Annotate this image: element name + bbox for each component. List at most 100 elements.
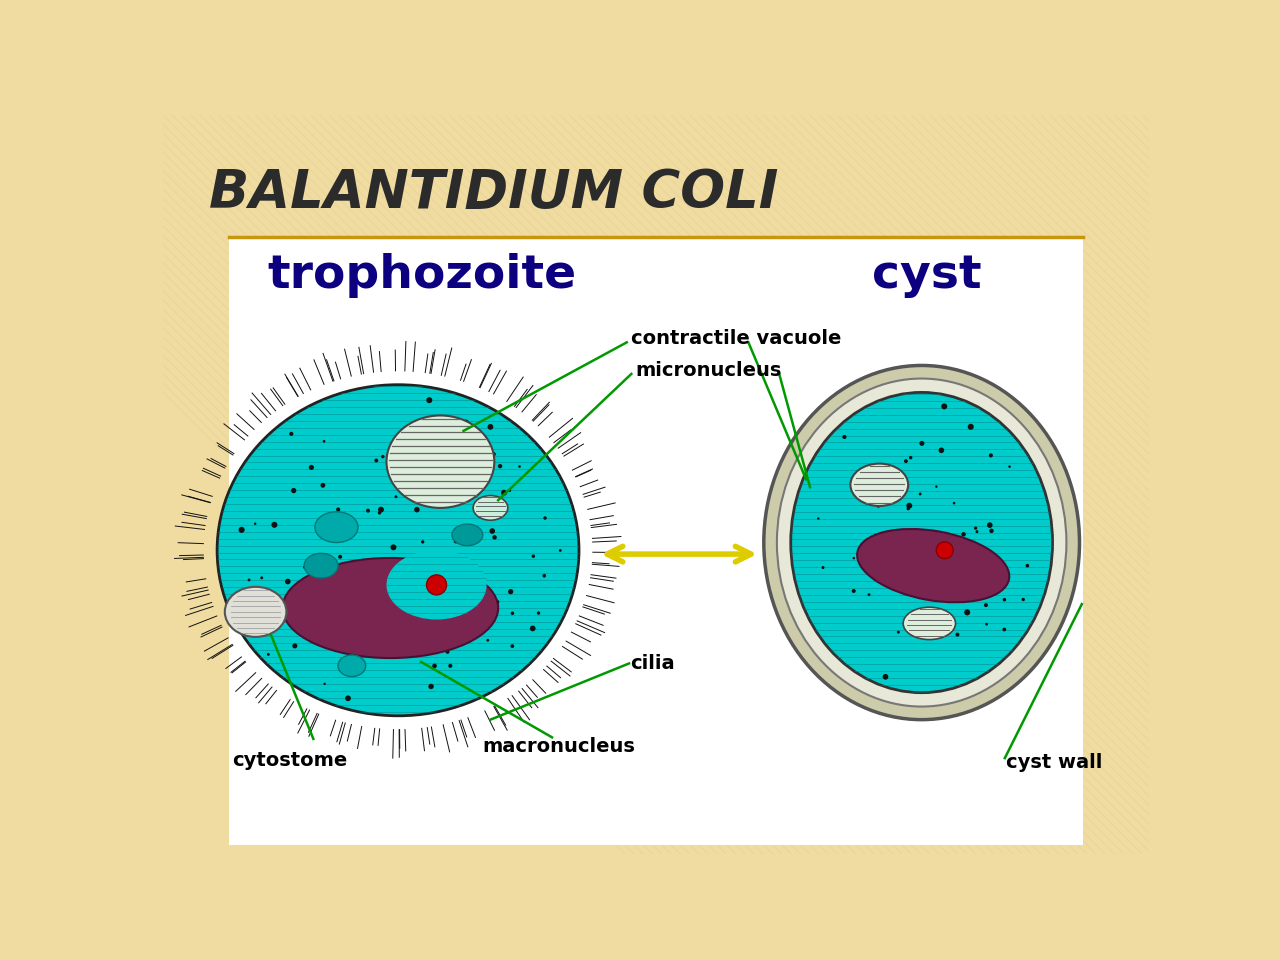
Circle shape xyxy=(919,492,922,495)
Circle shape xyxy=(486,638,489,641)
Circle shape xyxy=(416,591,419,593)
Circle shape xyxy=(489,528,495,534)
Circle shape xyxy=(381,455,384,458)
Circle shape xyxy=(260,576,264,579)
Circle shape xyxy=(498,464,502,468)
Text: BALANTIDIUM COLI: BALANTIDIUM COLI xyxy=(210,167,778,219)
Circle shape xyxy=(916,622,919,625)
Circle shape xyxy=(883,674,888,680)
Circle shape xyxy=(500,490,507,495)
Circle shape xyxy=(938,447,945,453)
Circle shape xyxy=(536,612,540,614)
Circle shape xyxy=(338,555,342,559)
Circle shape xyxy=(543,516,547,519)
Circle shape xyxy=(559,549,562,552)
Ellipse shape xyxy=(791,393,1052,693)
Circle shape xyxy=(257,626,260,630)
Circle shape xyxy=(324,606,326,609)
Circle shape xyxy=(906,503,913,509)
Circle shape xyxy=(851,589,856,593)
Circle shape xyxy=(488,424,493,430)
Circle shape xyxy=(490,599,494,603)
Circle shape xyxy=(936,486,937,488)
Circle shape xyxy=(1025,564,1029,567)
Circle shape xyxy=(320,483,325,488)
Circle shape xyxy=(415,507,420,513)
Circle shape xyxy=(511,612,515,615)
Circle shape xyxy=(415,424,419,429)
Ellipse shape xyxy=(305,553,338,578)
Circle shape xyxy=(822,566,824,569)
Circle shape xyxy=(398,609,402,613)
Circle shape xyxy=(426,397,433,403)
Ellipse shape xyxy=(904,608,956,639)
Circle shape xyxy=(415,637,420,642)
Bar xyxy=(229,237,1083,845)
Circle shape xyxy=(991,588,996,592)
Ellipse shape xyxy=(338,655,366,677)
Circle shape xyxy=(494,600,499,605)
Circle shape xyxy=(392,598,397,605)
Text: cyst wall: cyst wall xyxy=(1006,753,1103,772)
Text: cytostome: cytostome xyxy=(233,751,348,770)
Circle shape xyxy=(987,522,992,528)
Circle shape xyxy=(904,459,908,463)
Circle shape xyxy=(1021,598,1025,601)
Circle shape xyxy=(422,445,428,451)
Circle shape xyxy=(417,488,420,490)
Text: contractile vacuole: contractile vacuole xyxy=(631,329,842,348)
Circle shape xyxy=(320,598,325,603)
Ellipse shape xyxy=(315,512,358,542)
Circle shape xyxy=(938,534,941,537)
Circle shape xyxy=(302,602,306,606)
Circle shape xyxy=(1001,578,1006,583)
Circle shape xyxy=(915,537,922,542)
Circle shape xyxy=(518,466,521,468)
Text: trophozoite: trophozoite xyxy=(268,253,576,299)
Circle shape xyxy=(268,653,270,656)
Circle shape xyxy=(271,522,278,528)
Circle shape xyxy=(453,539,458,543)
Circle shape xyxy=(433,663,436,668)
Ellipse shape xyxy=(474,495,508,520)
Circle shape xyxy=(479,433,481,436)
Ellipse shape xyxy=(283,558,498,658)
Circle shape xyxy=(303,566,306,568)
Circle shape xyxy=(292,643,297,648)
Circle shape xyxy=(852,557,855,560)
Circle shape xyxy=(1009,466,1011,468)
Circle shape xyxy=(919,441,924,445)
Circle shape xyxy=(442,506,444,508)
Circle shape xyxy=(426,575,447,595)
Circle shape xyxy=(986,579,989,584)
Circle shape xyxy=(493,535,497,540)
Circle shape xyxy=(865,481,869,486)
Circle shape xyxy=(346,695,351,701)
Circle shape xyxy=(365,648,367,651)
Circle shape xyxy=(285,579,291,585)
Circle shape xyxy=(325,553,328,557)
Circle shape xyxy=(1002,628,1006,632)
Ellipse shape xyxy=(225,587,287,636)
Circle shape xyxy=(1002,598,1006,601)
Circle shape xyxy=(485,617,489,621)
Circle shape xyxy=(474,537,476,540)
Circle shape xyxy=(968,423,974,430)
Text: cyst: cyst xyxy=(872,253,982,299)
Circle shape xyxy=(543,574,547,578)
Circle shape xyxy=(868,593,870,596)
Circle shape xyxy=(877,504,881,508)
Circle shape xyxy=(878,546,882,550)
Circle shape xyxy=(439,574,444,579)
Circle shape xyxy=(337,508,340,512)
Circle shape xyxy=(289,432,293,436)
Circle shape xyxy=(909,456,913,460)
Circle shape xyxy=(291,488,297,493)
Circle shape xyxy=(906,507,910,511)
Text: macronucleus: macronucleus xyxy=(483,737,636,756)
Circle shape xyxy=(974,526,977,530)
Circle shape xyxy=(897,631,900,634)
Circle shape xyxy=(394,495,397,498)
Circle shape xyxy=(936,541,954,559)
Circle shape xyxy=(378,507,384,513)
